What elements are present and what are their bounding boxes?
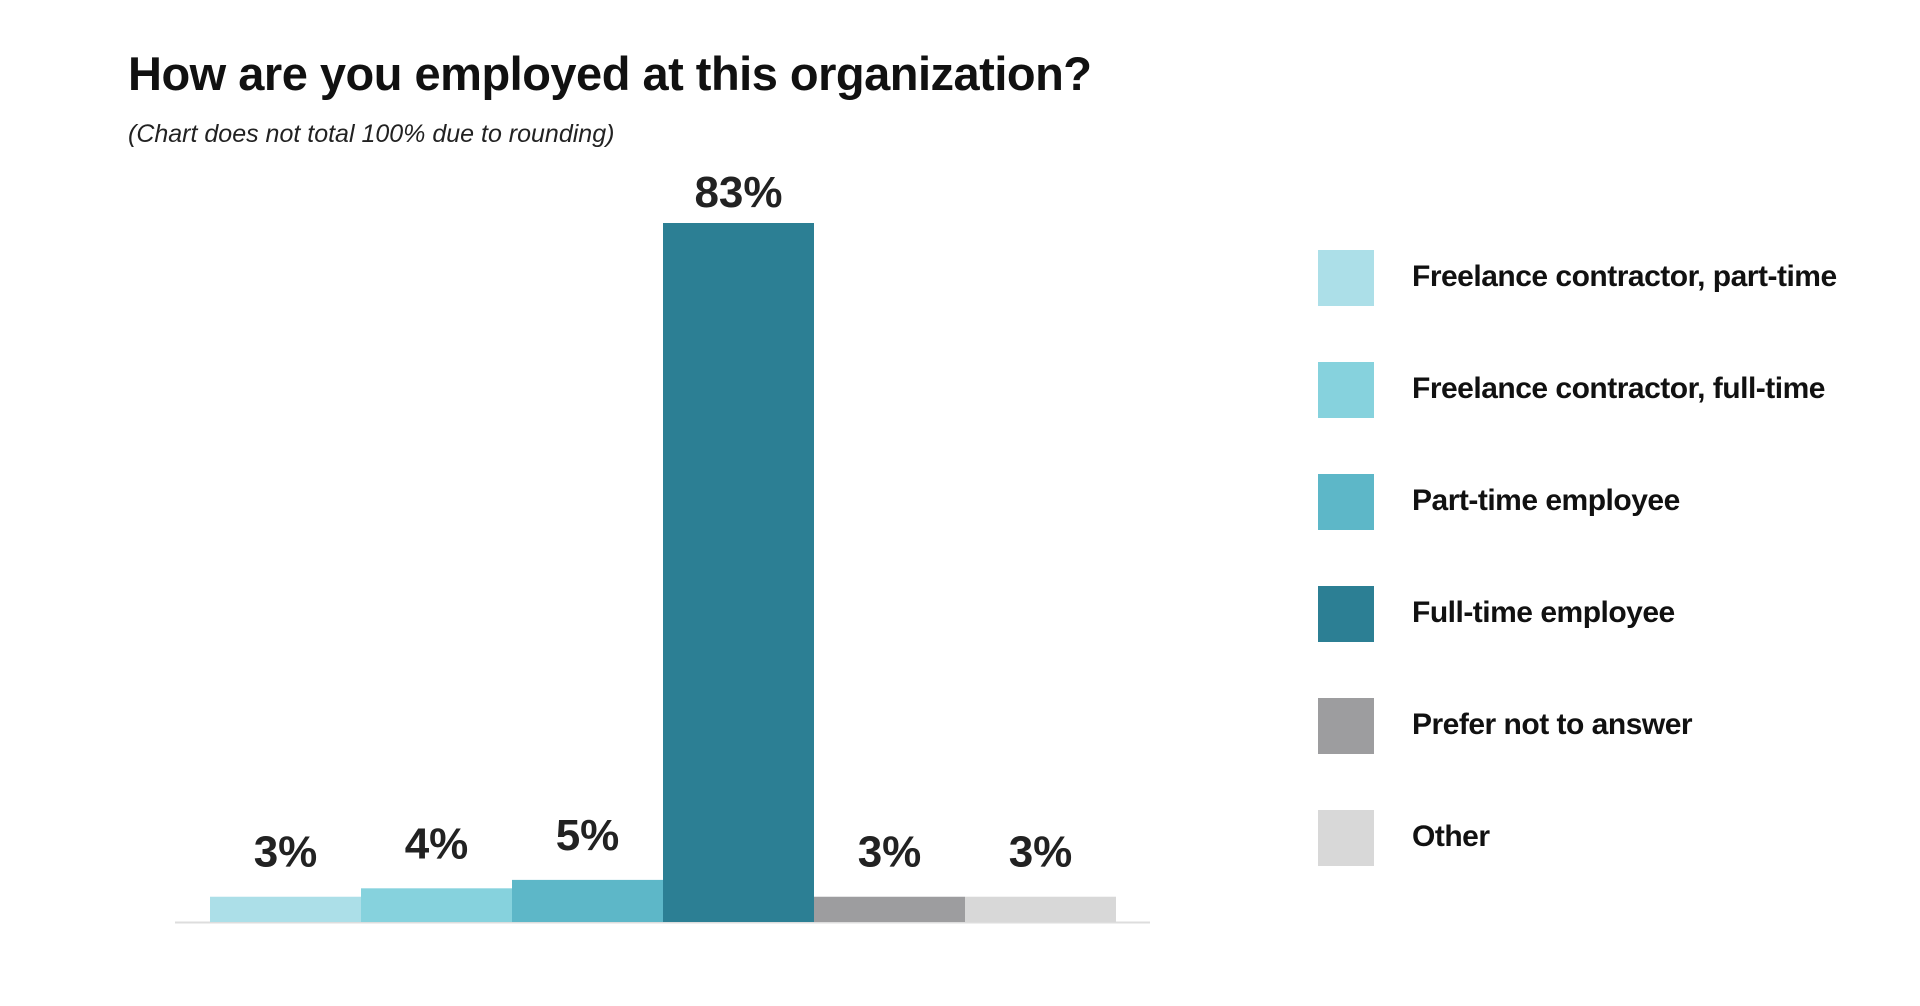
data-label-5: 3% [858,828,922,877]
legend-swatch-4 [1318,586,1374,642]
bar-4 [663,223,814,922]
legend-swatch-3 [1318,474,1374,530]
legend-item-5: Prefer not to answer [1318,698,1878,756]
data-label-2: 4% [405,819,469,868]
bar-2 [361,888,512,922]
legend-swatch-6 [1318,810,1374,866]
bar-1 [210,896,361,922]
legend-swatch-5 [1318,698,1374,754]
bar-5 [814,896,965,922]
legend-item-1: Freelance contractor, part-time [1318,250,1878,308]
legend-item-6: Other [1318,810,1878,868]
legend-swatch-2 [1318,362,1374,418]
data-label-1: 3% [254,828,318,877]
legend-item-4: Full-time employee [1318,586,1878,644]
legend-item-3: Part-time employee [1318,474,1878,532]
bar-6 [965,896,1116,922]
legend-label-2: Freelance contractor, full-time [1412,372,1825,405]
legend-label-6: Other [1412,820,1490,853]
data-label-3: 5% [556,811,620,860]
legend-label-4: Full-time employee [1412,596,1675,629]
data-label-6: 3% [1009,828,1073,877]
data-label-4: 83% [694,168,782,217]
legend-label-1: Freelance contractor, part-time [1412,260,1837,293]
legend-item-2: Freelance contractor, full-time [1318,362,1878,420]
legend-label-5: Prefer not to answer [1412,708,1693,741]
chart-title: How are you employed at this organizatio… [128,47,1092,100]
legend-label-3: Part-time employee [1412,484,1680,517]
chart-subtitle: (Chart does not total 100% due to roundi… [128,120,615,148]
bar-3 [512,879,663,922]
legend-swatch-1 [1318,250,1374,306]
